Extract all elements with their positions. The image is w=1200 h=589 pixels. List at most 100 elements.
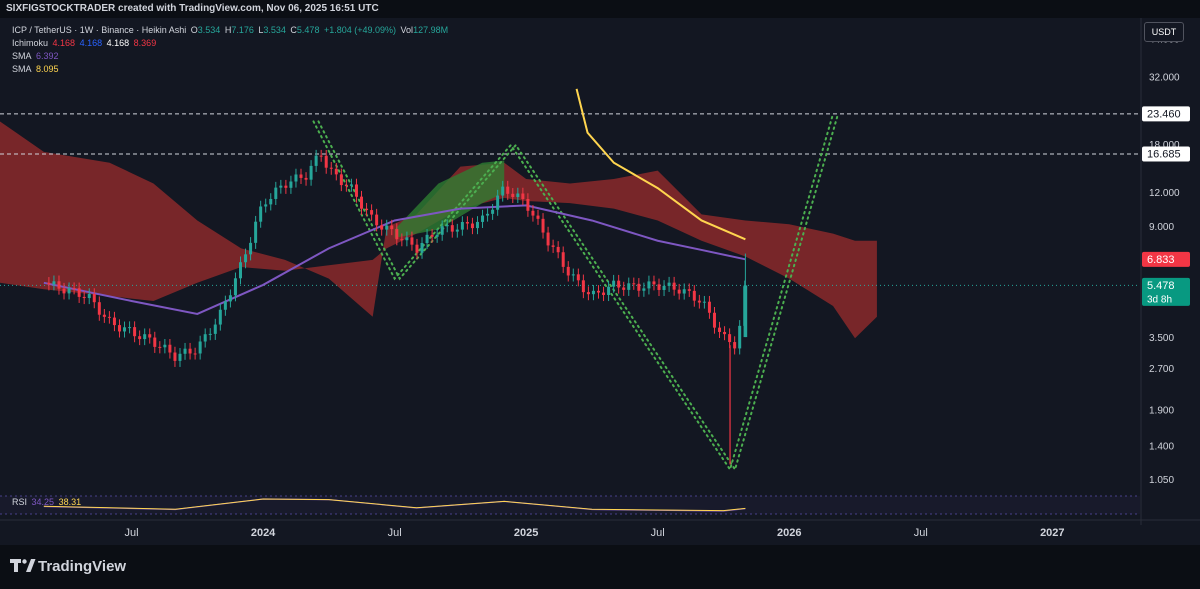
candle-body <box>279 185 283 188</box>
candle-body <box>57 281 61 289</box>
candle-body <box>733 342 737 349</box>
candle-body <box>107 316 111 318</box>
candle-body <box>143 334 147 340</box>
candle-body <box>617 280 621 288</box>
ichimoku-value-4: 8.369 <box>133 38 157 48</box>
price-tag-label-1: 16.685 <box>1147 149 1181 161</box>
ichimoku-cloud <box>0 121 877 339</box>
candle-body <box>193 353 197 355</box>
symbol-legend[interactable]: ICP / TetherUS · 1W · Binance · Heikin A… <box>12 25 450 35</box>
candle-body <box>198 341 202 354</box>
candle-body <box>506 186 510 194</box>
candle-body <box>77 288 81 297</box>
sma2-legend[interactable]: SMA 8.095 <box>12 64 61 74</box>
candle-body <box>72 288 76 290</box>
y-tick-label: 9.000 <box>1149 222 1174 233</box>
candle-body <box>82 296 86 299</box>
price-tag-countdown: 3d 8h <box>1147 294 1172 305</box>
currency-selector[interactable]: USDT <box>1144 22 1184 42</box>
candle-body <box>667 282 671 286</box>
candle-body <box>360 196 364 209</box>
candle-body <box>294 174 298 182</box>
candle-body <box>511 193 515 197</box>
sma1-label: SMA <box>12 51 32 61</box>
candle-body <box>344 185 348 187</box>
candle-body <box>707 301 711 313</box>
candle-body <box>158 346 162 348</box>
candle-body <box>672 282 676 290</box>
sma2-value: 8.095 <box>36 64 59 74</box>
price-tag-label-2: 6.833 <box>1147 254 1175 266</box>
candle-body <box>607 286 611 296</box>
candle-body <box>102 314 106 317</box>
ohlc-high: 7.176 <box>231 25 254 35</box>
ichimoku-legend[interactable]: Ichimoku 4.168 4.168 4.168 8.369 <box>12 38 158 48</box>
ohlc-open: 3.534 <box>197 25 221 35</box>
candle-body <box>652 281 656 285</box>
y-tick-label: 1.900 <box>1149 405 1174 416</box>
candle-body <box>138 336 142 340</box>
candle-body <box>405 237 409 241</box>
candle-body <box>556 246 560 253</box>
rsi-band <box>0 496 1140 514</box>
candle-body <box>612 280 616 287</box>
ichimoku-value-2: 4.168 <box>79 38 103 48</box>
candle-body <box>244 254 248 263</box>
candle-body <box>117 325 121 332</box>
ichimoku-cloud-bullish <box>394 160 505 238</box>
last-candle-body <box>743 285 748 338</box>
candle-body <box>314 155 318 166</box>
candle-body <box>128 327 132 329</box>
candle-body <box>339 174 343 186</box>
x-tick-label: 2025 <box>514 527 538 539</box>
candle-body <box>133 327 137 337</box>
ichimoku-value-3: 4.168 <box>106 38 130 48</box>
candle-body <box>622 287 626 290</box>
candle-body <box>163 344 167 348</box>
candle-body <box>173 352 177 361</box>
candle-body <box>481 215 485 222</box>
candle-body <box>309 165 313 180</box>
projection-path-1 <box>317 112 840 472</box>
rsi-legend[interactable]: RSI 34.25 38.31 <box>12 497 83 507</box>
candle-body <box>581 280 585 293</box>
candle-body <box>712 312 716 328</box>
candle-body <box>370 210 374 215</box>
ohlc-close: 5.478 <box>296 25 320 35</box>
candle-body <box>566 266 570 276</box>
candle-body <box>183 348 187 354</box>
price-tag-label-3: 5.478 <box>1147 280 1175 292</box>
candle-body <box>254 221 258 243</box>
candle-body <box>697 300 701 303</box>
candle-body <box>223 301 227 310</box>
ichimoku-value-1: 4.168 <box>52 38 76 48</box>
candle-body <box>682 289 686 294</box>
ohlc-open-label: O <box>190 25 198 35</box>
candle-body <box>365 208 369 211</box>
attribution-text: SIXFIGSTOCKTRADER created with TradingVi… <box>6 3 379 14</box>
candle-body <box>475 221 479 229</box>
candle-body <box>692 290 696 301</box>
candle-body <box>662 285 666 290</box>
x-tick-label: 2026 <box>777 527 801 539</box>
volume-label: Vol <box>400 25 414 35</box>
price-tag-1 <box>1142 146 1190 162</box>
x-tick-label: 2024 <box>251 527 276 539</box>
candle-body <box>526 199 530 211</box>
candle-body <box>420 242 424 253</box>
candle-body <box>153 337 157 347</box>
brand-name[interactable]: TradingView <box>38 558 127 575</box>
ohlc-low-label: L <box>258 25 264 35</box>
price-chart[interactable]: 44.00032.00018.00012.0009.0003.5002.7001… <box>0 0 1200 545</box>
candle-body <box>738 325 742 349</box>
y-tick-label: 2.700 <box>1149 364 1174 375</box>
candle-body <box>349 184 353 186</box>
candle-body <box>516 193 520 197</box>
candle-body <box>410 237 414 245</box>
candle-body <box>677 289 681 294</box>
candle-body <box>319 155 323 157</box>
candle-body <box>52 281 56 285</box>
sma1-legend[interactable]: SMA 6.392 <box>12 51 61 61</box>
candle-body <box>375 214 379 226</box>
candle-body <box>168 344 172 353</box>
